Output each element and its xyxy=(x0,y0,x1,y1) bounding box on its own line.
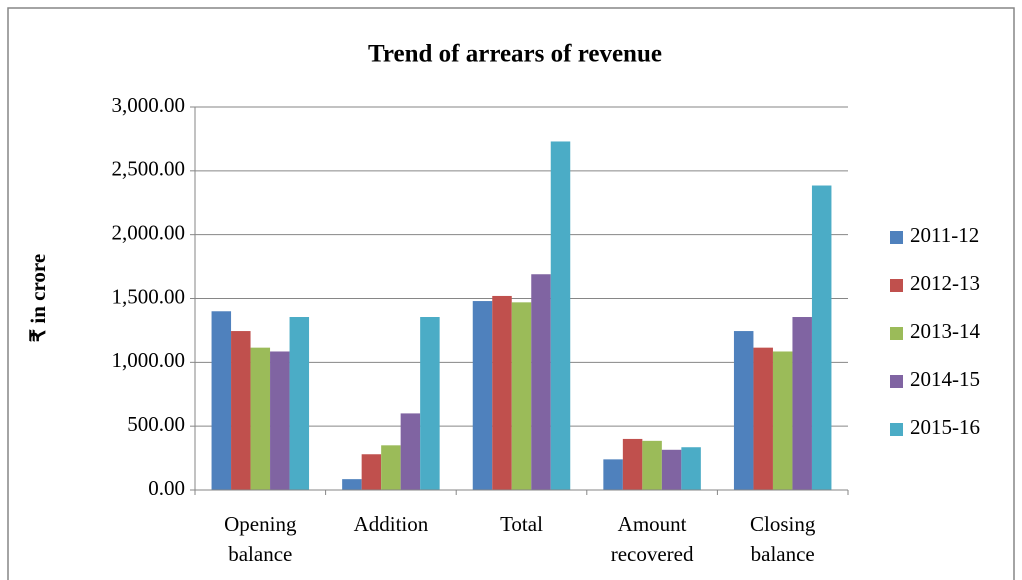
chart-title: Trend of arrears of revenue xyxy=(368,41,662,68)
y-tick-label: 0.00 xyxy=(148,476,185,500)
bar xyxy=(492,295,512,490)
bar xyxy=(270,351,290,490)
bar xyxy=(550,141,571,490)
bar xyxy=(792,317,812,490)
x-tick-label: Total xyxy=(500,512,543,536)
legend-label: 2015-16 xyxy=(910,415,980,439)
bar xyxy=(772,351,793,490)
x-tick-label: Amount recovered xyxy=(611,512,694,566)
bar xyxy=(733,331,754,490)
x-tick-label-line: Amount xyxy=(618,512,687,536)
legend-label: 2013-14 xyxy=(910,319,980,343)
bar xyxy=(400,413,421,490)
bar xyxy=(531,274,551,490)
bar xyxy=(622,438,643,490)
bar xyxy=(361,454,382,490)
y-tick-label: 500.00 xyxy=(127,412,185,436)
legend-label: 2014-15 xyxy=(910,367,980,391)
bar xyxy=(511,302,532,490)
legend-swatch xyxy=(890,231,903,244)
legend-swatch xyxy=(890,375,903,388)
x-tick-label: Opening balance xyxy=(224,512,297,566)
bar xyxy=(642,440,662,490)
y-tick-label: 2,000.00 xyxy=(112,220,186,244)
y-tick-label: 3,000.00 xyxy=(112,93,186,117)
x-tick-label-line: Opening xyxy=(224,512,297,536)
bar xyxy=(603,459,623,490)
bar xyxy=(250,347,271,490)
x-tick-label: Closing balance xyxy=(750,512,816,566)
bar xyxy=(211,311,232,490)
bar xyxy=(381,445,401,490)
y-tick-label: 1,500.00 xyxy=(112,284,186,308)
x-tick-label-line: recovered xyxy=(611,542,694,566)
bar xyxy=(289,317,310,490)
bar xyxy=(472,301,493,490)
x-tick-label-line: balance xyxy=(751,542,815,566)
bar xyxy=(420,317,440,490)
y-tick-label: 1,000.00 xyxy=(112,348,186,372)
legend-swatch xyxy=(890,279,903,292)
bar xyxy=(342,479,362,490)
legend-label: 2011-12 xyxy=(910,223,979,247)
x-tick-label: Addition xyxy=(354,512,429,536)
legend-swatch xyxy=(890,327,903,340)
bar xyxy=(811,185,832,490)
x-tick-label-line: balance xyxy=(228,542,292,566)
y-axis-label: ₹ in crore xyxy=(26,254,50,342)
bar xyxy=(661,449,682,490)
bar xyxy=(681,447,701,490)
bar xyxy=(753,347,773,490)
y-tick-label: 2,500.00 xyxy=(112,157,186,181)
legend-label: 2012-13 xyxy=(910,271,980,295)
bar xyxy=(231,331,251,490)
x-tick-label-line: Closing xyxy=(750,512,816,536)
legend-swatch xyxy=(890,423,903,436)
